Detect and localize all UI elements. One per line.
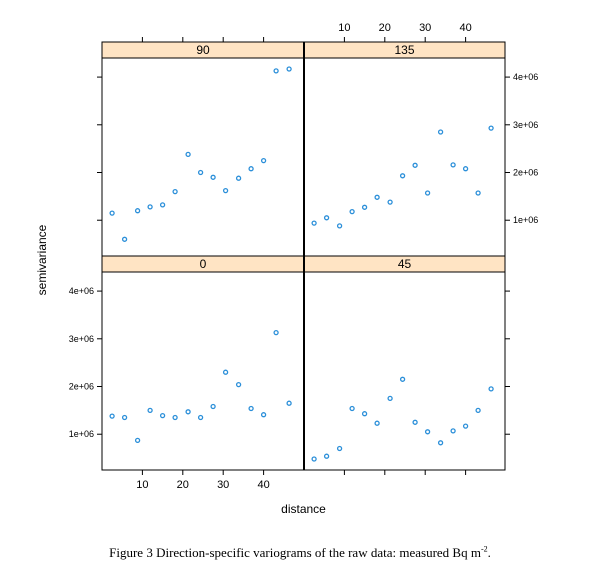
data-point: [361, 204, 368, 210]
data-point: [475, 190, 481, 196]
data-point: [147, 407, 153, 414]
x-tick-label: 10: [338, 22, 350, 34]
x-axis-label: distance: [281, 502, 326, 516]
data-point: [273, 68, 279, 74]
y-tick-label: 4e+06: [69, 286, 94, 296]
data-point: [475, 407, 481, 414]
data-point: [185, 151, 191, 158]
data-point: [235, 175, 242, 181]
data-point: [185, 409, 191, 415]
panel-strip: [304, 256, 505, 272]
data-point: [311, 220, 317, 226]
data-point: [172, 414, 178, 421]
data-point: [286, 66, 292, 72]
data-point: [450, 162, 456, 168]
y-tick-label: 2e+06: [69, 382, 94, 392]
data-point: [222, 369, 229, 375]
data-point: [450, 428, 456, 434]
x-tick-label: 20: [177, 479, 189, 491]
data-point: [235, 381, 242, 388]
y-tick-label: 1e+06: [513, 215, 538, 225]
data-point: [488, 386, 494, 392]
data-point: [248, 166, 254, 172]
y-tick-label: 3e+06: [513, 120, 538, 130]
data-point: [323, 215, 330, 221]
data-point: [437, 129, 444, 135]
data-point: [159, 202, 166, 208]
y-tick-label: 2e+06: [513, 168, 538, 178]
x-tick-label: 30: [419, 22, 431, 34]
data-point: [248, 405, 254, 412]
data-point: [387, 395, 393, 402]
panel-title: 135: [394, 43, 414, 57]
y-tick-label: 1e+06: [69, 429, 94, 439]
panel-strip: [304, 42, 505, 58]
x-tick-label: 30: [217, 479, 229, 491]
data-point: [336, 223, 343, 229]
x-tick-label: 40: [257, 479, 269, 491]
panel-title: 0: [200, 257, 207, 271]
data-point: [197, 414, 204, 421]
data-point: [462, 166, 469, 172]
data-point: [412, 419, 418, 425]
data-point: [121, 414, 128, 421]
data-point: [210, 174, 216, 180]
data-point: [424, 429, 431, 435]
data-point: [286, 400, 292, 406]
data-point: [134, 208, 141, 214]
data-point: [374, 194, 380, 200]
data-point: [109, 210, 115, 216]
panel-strip: [102, 256, 304, 272]
data-point: [424, 190, 431, 196]
data-point: [134, 437, 141, 444]
data-point: [147, 204, 153, 210]
variogram-figure: 90 135 0 45 10 20 30 40 10 20 30 40 1e+06 2e+06 3e+06 4…: [35, 22, 538, 516]
data-point: [374, 420, 380, 426]
data-point: [387, 199, 393, 205]
data-point: [437, 440, 444, 446]
data-point: [159, 412, 166, 419]
x-tick-label: 10: [136, 479, 148, 491]
x-tick-label: 40: [459, 22, 471, 34]
data-point: [336, 445, 343, 452]
y-tick-label: 3e+06: [69, 334, 94, 344]
panel-strip: [102, 42, 304, 58]
caption-text: Figure 3 Direction-specific variograms o…: [109, 545, 481, 560]
panel-title: 45: [398, 257, 412, 271]
data-point: [121, 236, 128, 242]
data-point: [488, 125, 494, 131]
data-point: [210, 403, 216, 410]
data-point: [399, 376, 406, 382]
data-point: [260, 412, 267, 418]
data-point: [222, 187, 229, 194]
data-point: [109, 413, 115, 419]
panel-title: 90: [196, 43, 210, 57]
x-tick-label: 20: [379, 22, 391, 34]
data-point: [412, 162, 418, 168]
data-point: [361, 411, 368, 417]
figure-caption: Figure 3 Direction-specific variograms o…: [0, 545, 600, 561]
data-point: [323, 453, 330, 459]
data-point: [311, 456, 317, 462]
data-point: [260, 157, 267, 164]
data-point: [172, 188, 178, 195]
data-point: [399, 173, 406, 179]
caption-superscript: -2: [480, 544, 488, 554]
data-point: [197, 169, 204, 176]
y-axis-label: semivariance: [35, 224, 49, 295]
data-point: [349, 405, 355, 412]
data-point: [273, 329, 279, 336]
data-point: [349, 208, 355, 215]
caption-end: .: [487, 545, 491, 560]
y-tick-label: 4e+06: [513, 72, 538, 82]
data-point: [462, 423, 469, 429]
